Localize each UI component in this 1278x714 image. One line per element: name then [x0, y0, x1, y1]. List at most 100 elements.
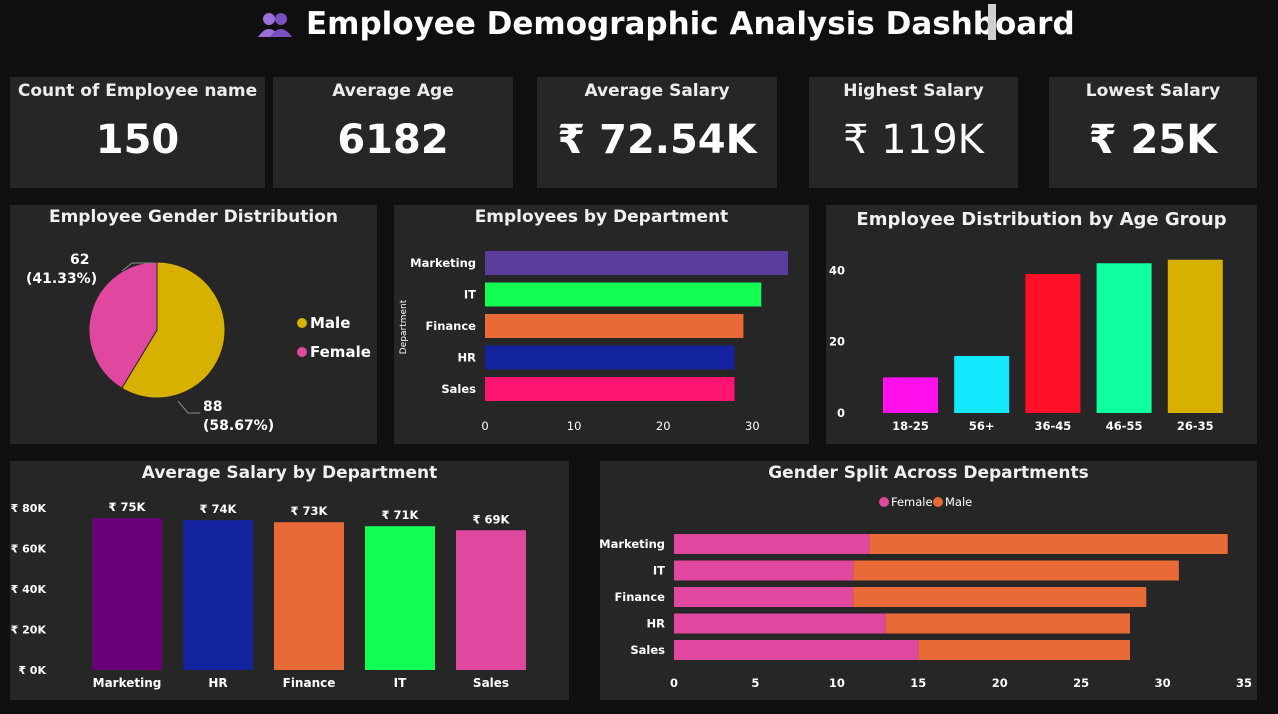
- pie-slice-female: [88, 261, 158, 389]
- category-label: Sales: [630, 643, 665, 657]
- x-tick-label: 10: [567, 419, 582, 433]
- text-cursor-bar: [988, 4, 996, 40]
- data-label: ₹ 74K: [200, 502, 238, 516]
- legend-label: Male: [310, 314, 350, 332]
- title-bar: Employee Demographic Analysis Dashboard: [0, 0, 1278, 52]
- data-label: ₹ 75K: [109, 500, 147, 514]
- pie-label-percent: (41.33%): [26, 271, 97, 287]
- kpi-value: ₹ 25K: [1088, 117, 1218, 163]
- bar-segment-female: [674, 534, 870, 554]
- kpi-label: Lowest Salary: [1085, 81, 1221, 101]
- bar: [883, 377, 938, 413]
- y-tick-label: ₹ 80K: [11, 502, 47, 515]
- legend-label: Male: [945, 495, 972, 509]
- x-tick-label: 25: [1073, 676, 1089, 690]
- kpi-value: 150: [95, 117, 180, 163]
- x-tick-label: 26-35: [1177, 419, 1214, 433]
- kpi-label: Average Age: [332, 81, 454, 101]
- data-label: ₹ 69K: [473, 512, 511, 526]
- bar-segment-female: [674, 640, 919, 660]
- chart-title: Employees by Department: [474, 207, 729, 227]
- kpi-value: 6182: [337, 117, 449, 163]
- pie-leader-line-female: [121, 262, 153, 272]
- kpi-label: Average Salary: [584, 81, 730, 101]
- x-tick-label: 5: [751, 676, 759, 690]
- chart-title: Employee Distribution by Age Group: [856, 209, 1227, 230]
- x-tick-label: 0: [670, 676, 678, 690]
- category-label: Marketing: [600, 537, 665, 551]
- x-tick-label: 35: [1236, 676, 1252, 690]
- data-label: ₹ 73K: [291, 504, 329, 518]
- y-tick-label: ₹ 0K: [18, 664, 46, 677]
- bar: [954, 355, 1010, 413]
- pie-slice-male: [121, 261, 226, 399]
- chart-title: Gender Split Across Departments: [768, 463, 1089, 483]
- x-tick-label: Finance: [283, 676, 336, 690]
- bar: [485, 377, 735, 401]
- x-tick-label: 46-55: [1106, 419, 1143, 433]
- bar: [485, 314, 744, 338]
- kpi-card-average-age: Average Age 6182: [273, 77, 513, 188]
- category-label: Marketing: [410, 256, 476, 270]
- x-tick-label: 56+: [969, 419, 995, 433]
- age-group-bar-chart: 18-25 56+ 36-45 46-55 26-35 0 20 40: [829, 259, 1223, 433]
- legend-label: Female: [310, 343, 371, 361]
- kpi-label: Highest Salary: [843, 81, 984, 101]
- bar: [456, 530, 526, 670]
- bar-segment-male: [885, 613, 1130, 634]
- x-tick-label: 20: [992, 676, 1008, 690]
- bar-segment-male: [869, 534, 1228, 554]
- kpi-card-highest-salary: Highest Salary ₹ 119K: [809, 77, 1018, 188]
- x-tick-label: 10: [829, 676, 845, 690]
- kpi-label: Count of Employee name: [17, 81, 258, 101]
- pie-label-value: 62: [70, 252, 89, 268]
- y-tick-label: 20: [829, 335, 845, 349]
- x-tick-label: 36-45: [1035, 419, 1072, 433]
- bar: [485, 345, 735, 370]
- x-tick-label: 0: [481, 419, 488, 433]
- legend-marker: [879, 497, 889, 507]
- x-tick-label: 30: [1155, 676, 1171, 690]
- pie-leader-line-male: [177, 400, 200, 414]
- category-label: Sales: [441, 382, 476, 396]
- bar-segment-female: [674, 560, 854, 581]
- bar: [485, 251, 788, 275]
- bar: [485, 282, 762, 307]
- x-tick-label: IT: [394, 676, 407, 690]
- gender-distribution-panel: Employee Gender Distribution 88 (58.67%) 6…: [10, 205, 377, 444]
- data-label: ₹ 71K: [382, 508, 420, 522]
- department-bar-chart: Marketing IT Finance HR Sales 0 10 20 30 Departme…: [399, 251, 788, 433]
- legend-marker: [297, 318, 307, 328]
- bar: [1025, 273, 1081, 413]
- kpi-value: ₹ 72.54K: [557, 117, 757, 163]
- page-title: Employee Demographic Analysis Dashboard: [258, 6, 1075, 42]
- salary-bar-chart: ₹ 75K Marketing ₹ 74K HR ₹ 73K Finance ₹ 71K IT…: [11, 500, 526, 690]
- y-tick-label: 0: [837, 406, 845, 420]
- x-tick-label: 15: [910, 676, 926, 690]
- chart-title: Employee Gender Distribution: [48, 207, 339, 227]
- bar-segment-male: [918, 640, 1130, 660]
- salary-by-department-panel: Average Salary by Department ₹ 75K Market…: [10, 461, 569, 700]
- bar: [1167, 259, 1223, 413]
- category-label: IT: [464, 288, 476, 302]
- category-label: IT: [653, 564, 665, 578]
- category-label: Finance: [614, 590, 665, 604]
- y-tick-label: ₹ 40K: [11, 583, 47, 596]
- kpi-card-count: Count of Employee name 150: [10, 77, 265, 188]
- pie-label-percent: (58.67%): [203, 418, 274, 434]
- bar: [92, 518, 162, 670]
- category-label: HR: [458, 351, 477, 365]
- bar: [274, 522, 344, 670]
- y-tick-label: 40: [829, 263, 845, 277]
- x-tick-label: HR: [208, 676, 227, 690]
- gender-split-panel: Gender Split Across Departments Marketin…: [600, 461, 1257, 700]
- y-axis-label: Department: [399, 299, 409, 354]
- legend-marker: [933, 497, 943, 507]
- kpi-card-average-salary: Average Salary ₹ 72.54K: [537, 77, 777, 188]
- kpi-value: ₹ 119K: [843, 117, 984, 163]
- gender-split-stacked-chart: Marketing IT Finance HR Sales 0 5 10 15 20 25 30 35 F…: [600, 495, 1252, 690]
- bar-segment-female: [674, 587, 854, 607]
- x-tick-label: 20: [656, 419, 671, 433]
- pie-label-value: 88: [203, 399, 222, 415]
- category-label: HR: [647, 617, 666, 631]
